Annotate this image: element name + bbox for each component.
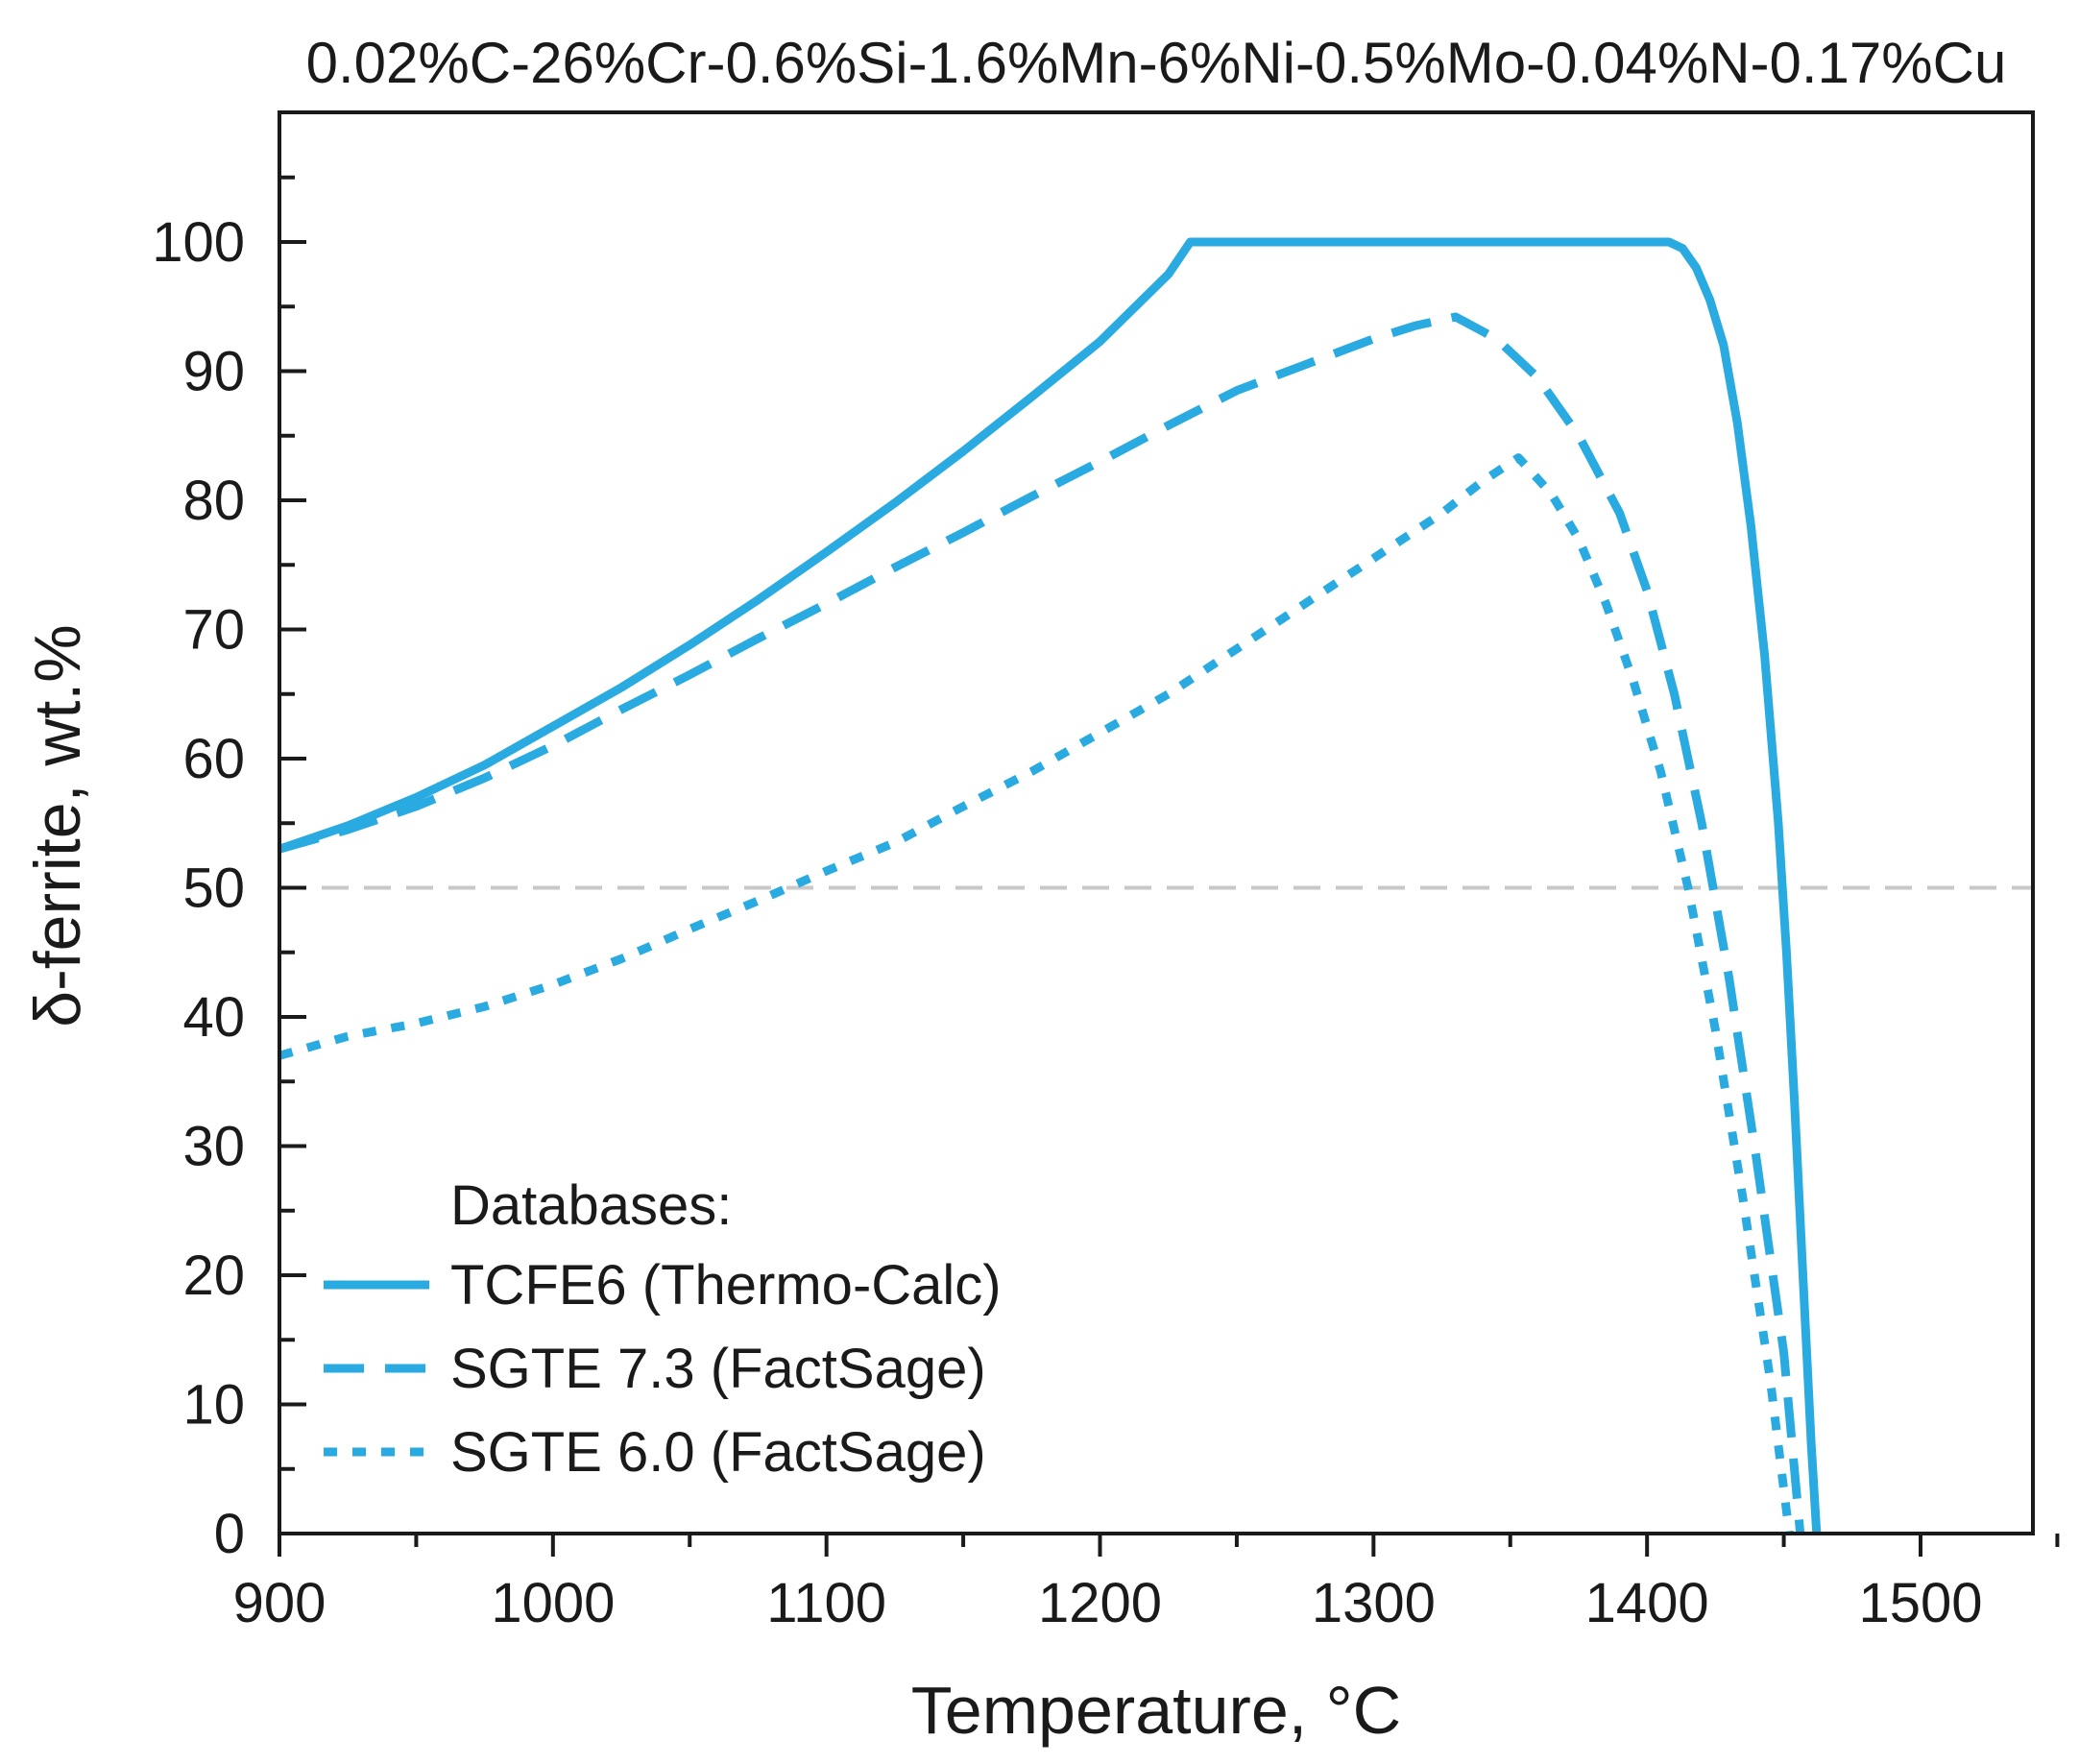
y-tick-label: 80 [182, 470, 245, 532]
y-tick-label: 70 [182, 599, 245, 662]
x-tick-label: 1100 [766, 1572, 886, 1634]
y-tick-label: 50 [182, 858, 245, 920]
y-tick-label: 90 [182, 341, 245, 403]
x-tick-label: 1400 [1585, 1572, 1709, 1634]
legend-label: TCFE6 (Thermo-Calc) [450, 1254, 1002, 1317]
y-axis-label: δ-ferrite, wt.% [21, 624, 94, 1027]
x-tick-label: 900 [233, 1572, 326, 1634]
y-tick-label: 100 [152, 211, 245, 274]
legend-title: Databases: [450, 1174, 732, 1237]
legend-label: SGTE 7.3 (FactSage) [450, 1338, 986, 1400]
x-tick-label: 1300 [1312, 1572, 1436, 1634]
y-tick-label: 10 [182, 1374, 245, 1437]
x-tick-label: 1500 [1858, 1572, 1982, 1634]
legend: Databases: TCFE6 (Thermo-Calc) SGTE 7.3 (… [324, 1174, 1002, 1484]
y-tick-label: 40 [182, 986, 245, 1049]
x-tick-label: 1200 [1038, 1572, 1162, 1634]
y-tick-label: 60 [182, 728, 245, 790]
y-tick-label: 20 [182, 1244, 245, 1307]
x-axis: 900 1000 1100 1200 1300 1400 1500 [233, 1534, 2060, 1634]
x-axis-label: Temperature, °C [911, 1673, 1401, 1748]
legend-label: SGTE 6.0 (FactSage) [450, 1421, 986, 1484]
y-tick-label: 30 [182, 1116, 245, 1178]
y-axis: 0 10 20 30 40 50 60 70 80 90 100 [152, 175, 306, 1565]
chart-title: 0.02%C-26%Cr-0.6%Si-1.6%Mn-6%Ni-0.5%Mo-0… [306, 31, 2007, 95]
y-tick-label: 0 [214, 1503, 245, 1565]
series-line-solid [278, 237, 1822, 1534]
plot-frame [278, 110, 2035, 1535]
series-layer [278, 237, 1822, 1534]
x-tick-label: 1000 [491, 1572, 615, 1634]
